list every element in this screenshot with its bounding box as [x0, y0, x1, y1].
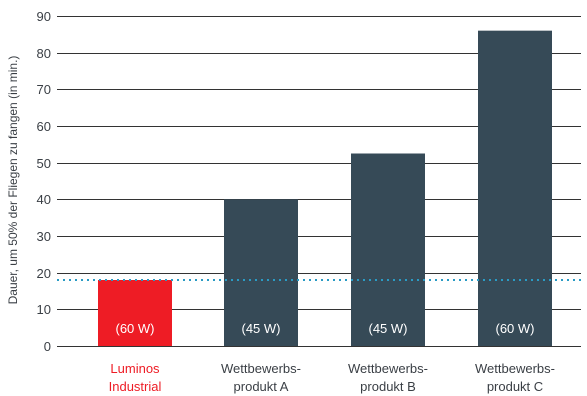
- x-category-label-line2: Industrial: [109, 379, 162, 394]
- bar-label: (60 W): [496, 321, 535, 336]
- y-tick-label: 0: [44, 339, 51, 354]
- x-category-label-line2: produkt A: [234, 379, 289, 394]
- y-tick-label: 10: [37, 302, 51, 317]
- y-tick-label: 80: [37, 46, 51, 61]
- bar-label: (45 W): [369, 321, 408, 336]
- x-category-label-line1: Wettbewerbs-: [221, 361, 301, 376]
- x-category-label-line1: Luminos: [110, 361, 160, 376]
- bar: [224, 199, 298, 346]
- x-axis-categories: Luminos Industrial Wettbewerbs-produkt A We…: [109, 361, 555, 394]
- y-tick-label: 60: [37, 119, 51, 134]
- y-tick-label: 30: [37, 229, 51, 244]
- x-category-label-line1: Wettbewerbs-: [475, 361, 555, 376]
- y-tick-label: 50: [37, 156, 51, 171]
- bars: (60 W) (45 W) (45 W) (60 W): [98, 30, 552, 347]
- x-category-label-line2: produkt C: [487, 379, 543, 394]
- bar: [478, 30, 552, 347]
- y-axis-ticks: 0 10 20 30 40 50 60 70 80 90: [37, 9, 51, 354]
- bar-label: (45 W): [242, 321, 281, 336]
- bar: [351, 153, 425, 346]
- y-axis-label: Dauer, um 50% der Fliegen zu fangen (in …: [6, 56, 20, 305]
- x-category-label-line2: produkt B: [360, 379, 416, 394]
- bar: [98, 280, 172, 346]
- y-tick-label: 70: [37, 82, 51, 97]
- y-tick-label: 40: [37, 192, 51, 207]
- bar-label: (60 W): [116, 321, 155, 336]
- x-category-label-line1: Wettbewerbs-: [348, 361, 428, 376]
- y-tick-label: 90: [37, 9, 51, 24]
- y-tick-label: 20: [37, 266, 51, 281]
